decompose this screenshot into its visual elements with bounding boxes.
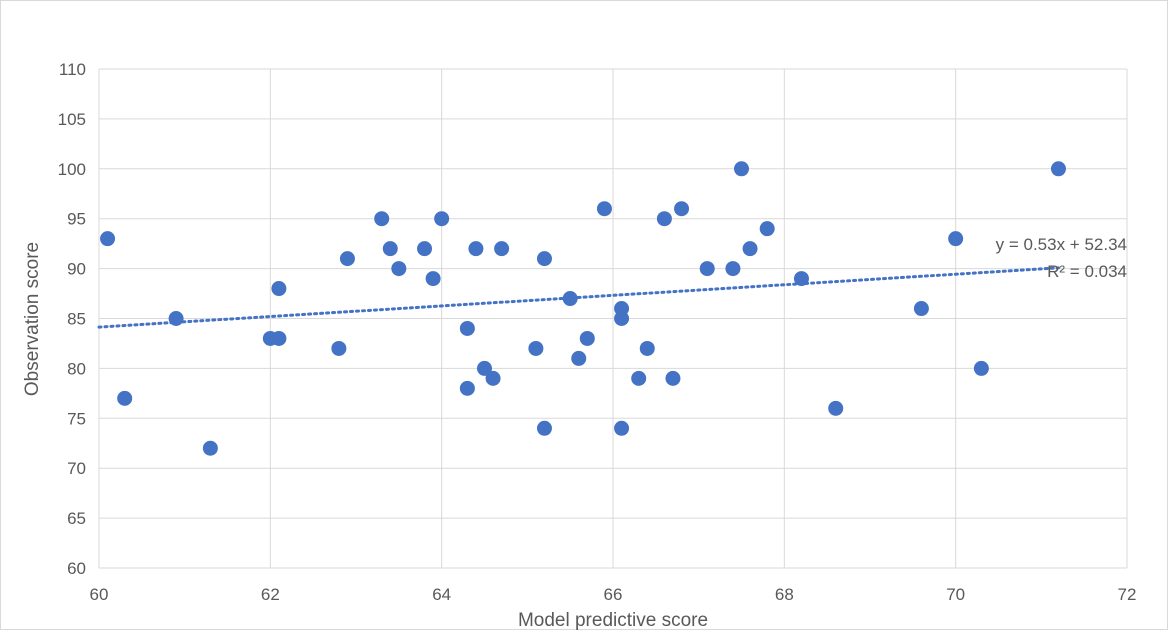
y-axis-ticks: 60 65 70 75 80 85 90 95 100 105 110 — [58, 60, 86, 578]
y-tick-label: 65 — [67, 509, 86, 528]
data-point — [665, 370, 681, 386]
data-point — [202, 440, 218, 456]
data-point — [948, 231, 964, 247]
data-point — [100, 231, 116, 247]
data-point — [271, 330, 287, 346]
y-tick-label: 85 — [67, 310, 86, 329]
data-point — [434, 211, 450, 227]
y-tick-label: 95 — [67, 210, 86, 229]
data-point — [579, 330, 595, 346]
y-tick-label: 80 — [67, 359, 86, 378]
data-point — [168, 311, 184, 326]
x-axis-ticks: 60 62 64 66 68 70 72 — [90, 585, 1137, 604]
data-point — [477, 360, 492, 376]
data-point — [725, 261, 741, 277]
data-point — [485, 370, 501, 386]
x-axis-title: Model predictive score — [518, 610, 708, 631]
data-point — [417, 241, 433, 257]
data-points — [100, 161, 1066, 456]
y-axis-title: Observation score — [22, 242, 43, 396]
data-point — [571, 350, 587, 366]
data-point — [614, 311, 630, 326]
x-tick-label: 68 — [775, 585, 794, 604]
x-tick-label: 72 — [1118, 585, 1137, 604]
data-point — [391, 261, 407, 277]
data-point — [973, 360, 989, 376]
data-point — [734, 161, 749, 177]
x-tick-label: 60 — [90, 585, 109, 604]
data-point — [562, 291, 578, 307]
data-point — [793, 271, 809, 287]
data-point — [742, 241, 758, 257]
y-tick-label: 100 — [58, 160, 86, 179]
y-tick-label: 75 — [67, 409, 86, 428]
trendline-equation: y = 0.53x + 52.34 — [996, 235, 1127, 254]
data-point — [117, 390, 133, 406]
y-tick-label: 90 — [67, 260, 86, 279]
data-point — [596, 201, 612, 217]
data-point — [494, 241, 510, 257]
data-point — [656, 211, 672, 227]
data-point — [468, 241, 484, 257]
gridlines — [98, 68, 1128, 569]
data-point — [339, 251, 355, 267]
data-point — [382, 241, 398, 257]
data-point — [459, 380, 475, 396]
x-tick-label: 66 — [604, 585, 623, 604]
data-point — [536, 420, 552, 436]
data-point — [674, 201, 690, 217]
data-point — [536, 251, 552, 267]
x-tick-label: 64 — [432, 585, 451, 604]
data-point — [528, 340, 544, 356]
data-point — [331, 340, 347, 356]
x-tick-label: 70 — [946, 585, 965, 604]
data-point — [425, 271, 441, 287]
data-point — [459, 320, 475, 336]
data-point — [614, 420, 630, 436]
y-tick-label: 105 — [58, 110, 86, 129]
y-tick-label: 70 — [67, 459, 86, 478]
y-tick-label: 60 — [67, 559, 86, 578]
data-point — [631, 370, 647, 386]
y-tick-label: 110 — [59, 60, 86, 79]
trendline-r-squared: R² = 0.034 — [1047, 262, 1127, 281]
x-tick-label: 62 — [261, 585, 280, 604]
trendline — [97, 266, 1060, 329]
data-point — [828, 400, 844, 416]
data-point — [1050, 161, 1066, 177]
data-point — [913, 301, 929, 317]
data-point — [699, 261, 715, 277]
data-point — [374, 211, 390, 227]
data-point — [759, 221, 775, 237]
data-point — [271, 281, 287, 297]
data-point — [639, 340, 655, 356]
